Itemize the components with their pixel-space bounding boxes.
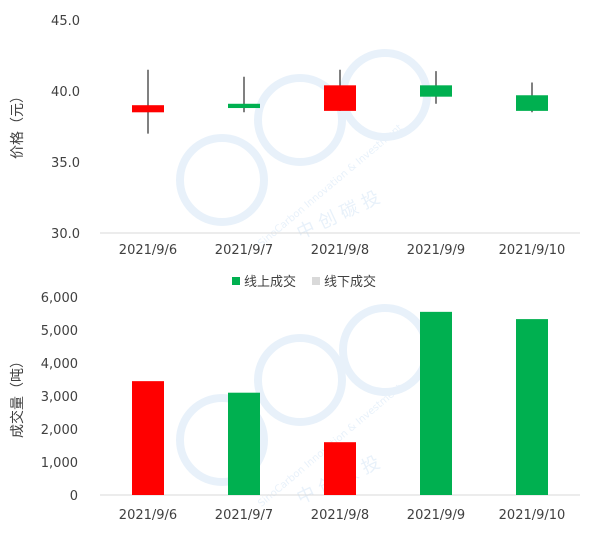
volume-x-tick-label: 2021/9/7 — [215, 508, 273, 523]
legend-label-online: 线上成交 — [244, 274, 296, 290]
volume-chart: 成交量（吨） 0 1,000 2,000 3,000 4,000 5,000 6,000 20… — [9, 291, 580, 523]
price-x-tick-label: 2021/9/6 — [119, 243, 177, 258]
watermark: 中 创 碳 投 SinoCarbon Innovation & Investme… — [176, 49, 431, 510]
price-y-tick-label: 35.0 — [51, 156, 80, 171]
volume-bar — [228, 392, 260, 495]
volume-y-tick-label: 0 — [70, 489, 78, 504]
price-y-label: 价格（元） — [10, 89, 26, 159]
watermark-company: 中 创 碳 投 — [294, 187, 384, 244]
candle-body — [132, 105, 164, 113]
volume-y-tick-label: 1,000 — [41, 456, 78, 471]
volume-x-tick-label: 2021/9/10 — [499, 508, 566, 523]
volume-y-tick-label: 4,000 — [41, 357, 78, 372]
candle-body — [228, 103, 260, 109]
watermark-ring-mid — [254, 74, 346, 166]
price-y-tick-label: 30.0 — [51, 227, 80, 242]
price-candles — [132, 69, 548, 134]
legend-swatch-offline — [312, 277, 320, 285]
volume-x-tick-label: 2021/9/8 — [311, 508, 369, 523]
price-y-tick-label: 45.0 — [51, 14, 80, 29]
volume-bar — [420, 311, 452, 495]
volume-bars — [132, 311, 548, 495]
volume-x-tick-label: 2021/9/9 — [407, 508, 465, 523]
volume-x-tick-label: 2021/9/6 — [119, 508, 177, 523]
candle-body — [420, 85, 452, 97]
volume-y-tick-label: 6,000 — [41, 291, 78, 306]
price-axis: 30.0 35.0 40.0 45.0 2021/9/6 2021/9/7 2021/9/8… — [51, 14, 580, 258]
legend: 线上成交 线下成交 — [232, 274, 376, 290]
price-x-tick-label: 2021/9/10 — [499, 243, 566, 258]
price-x-tick-label: 2021/9/9 — [407, 243, 465, 258]
price-y-tick-label: 40.0 — [51, 85, 80, 100]
candle-body — [324, 85, 356, 111]
price-x-tick-label: 2021/9/7 — [215, 243, 273, 258]
watermark-ring-mid-2 — [254, 334, 346, 426]
watermark-ring-small — [176, 134, 268, 226]
candle-body — [516, 95, 548, 111]
price-chart: 价格（元） 30.0 35.0 40.0 45.0 2021/9/6 2021/9/7 20… — [10, 14, 580, 258]
legend-label-offline: 线下成交 — [324, 274, 376, 290]
volume-y-tick-label: 2,000 — [41, 423, 78, 438]
volume-y-tick-label: 5,000 — [41, 324, 78, 339]
watermark-ring-small-2 — [176, 394, 268, 486]
volume-bar — [132, 381, 164, 495]
volume-bar — [516, 319, 548, 495]
legend-swatch-online — [232, 277, 240, 285]
volume-y-tick-label: 3,000 — [41, 390, 78, 405]
watermark-ring-large-2 — [339, 304, 431, 396]
volume-y-label: 成交量（吨） — [9, 354, 26, 438]
volume-bar — [324, 442, 356, 495]
price-x-tick-label: 2021/9/8 — [311, 243, 369, 258]
volume-axis: 0 1,000 2,000 3,000 4,000 5,000 6,000 2021/9/6 2… — [41, 291, 580, 523]
